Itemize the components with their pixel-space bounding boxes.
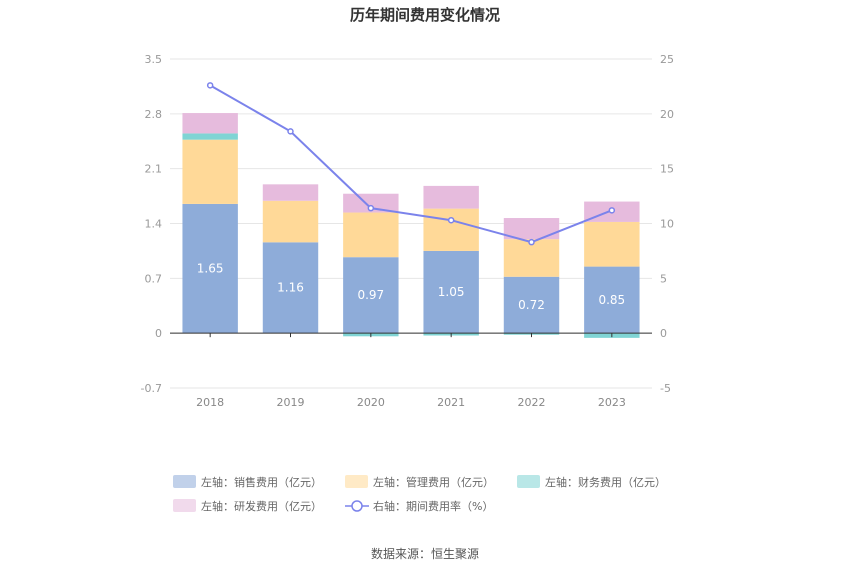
x-axis: 2018 2019 2020 2021 2022 2023 <box>170 332 652 409</box>
bar-value-label: 1.65 <box>197 262 224 276</box>
left-axis: 3.5 2.8 2.1 1.4 0.7 0 -0.7 <box>141 53 162 395</box>
bar-finance-2018 <box>182 133 238 140</box>
left-tick-label: 1.4 <box>145 218 163 231</box>
bar-admin-2018 <box>182 139 238 204</box>
right-tick-label: 5 <box>660 272 667 285</box>
bar-value-label: 0.72 <box>518 298 545 312</box>
bar-sales-2023 <box>584 266 640 334</box>
x-tick-label: 2018 <box>196 396 224 409</box>
legend-label: 右轴：期间费用率（%） <box>373 499 493 513</box>
source-note: 数据来源：恒生聚源 <box>371 546 479 561</box>
rate-point <box>367 204 375 212</box>
bar-admin-2019 <box>262 200 319 243</box>
rate-point <box>447 216 455 224</box>
bar-rnd-2020 <box>343 193 399 213</box>
rate-point <box>287 128 294 135</box>
x-tick-label: 2021 <box>437 396 465 409</box>
bar-value-label: 0.85 <box>598 293 625 307</box>
bar-admin-2021 <box>423 208 479 251</box>
legend: 左轴：销售费用（亿元） 左轴：管理费用（亿元） 左轴：财务费用（亿元） 左轴：研发费用… <box>173 475 666 513</box>
bar-rnd-2019 <box>262 184 319 201</box>
legend-label: 左轴：财务费用（亿元） <box>545 475 666 489</box>
rate-point <box>528 238 535 246</box>
bar-value-label: 0.97 <box>357 288 384 302</box>
rate-point <box>206 82 214 89</box>
right-tick-label: -5 <box>660 382 671 395</box>
bar-sales-2022 <box>503 276 560 334</box>
rate-point <box>608 207 616 214</box>
x-tick-label: 2022 <box>518 396 546 409</box>
rate-line <box>209 84 613 244</box>
bar-sales-2020 <box>343 257 399 334</box>
legend-label: 左轴：研发费用（亿元） <box>201 499 322 513</box>
right-tick-label: 0 <box>660 327 667 340</box>
right-tick-label: 15 <box>660 163 674 176</box>
x-tick-label: 2020 <box>357 396 385 409</box>
bar-value-label: 1.05 <box>438 285 465 299</box>
left-tick-label: 0.7 <box>145 272 163 285</box>
bar-rnd-2021 <box>423 185 479 209</box>
legend-swatch <box>173 499 196 512</box>
chart-title: 历年期间费用变化情况 <box>350 6 500 24</box>
right-tick-label: 25 <box>660 53 674 66</box>
legend-swatch <box>517 475 540 488</box>
legend-marker <box>351 500 363 512</box>
right-axis: 25 20 15 10 5 0 -5 <box>660 53 674 395</box>
legend-swatch <box>173 475 196 488</box>
bar-value-label: 1.16 <box>277 281 304 295</box>
right-tick-label: 20 <box>660 108 674 121</box>
bar-rnd-2022 <box>503 218 560 240</box>
bar-rnd-2018 <box>182 113 238 134</box>
legend-swatch <box>345 475 368 488</box>
bars-group: 1.65 1.16 0.97 1.05 0.72 0.85 <box>182 113 640 338</box>
bar-admin-2020 <box>343 212 399 258</box>
left-tick-label: -0.7 <box>141 382 162 395</box>
bar-sales-2019 <box>262 242 319 334</box>
legend-label: 左轴：销售费用（亿元） <box>201 475 322 489</box>
right-tick-label: 10 <box>660 218 674 231</box>
left-tick-label: 2.8 <box>145 108 163 121</box>
x-tick-label: 2019 <box>277 396 305 409</box>
x-tick-label: 2023 <box>598 396 626 409</box>
bar-sales-2018 <box>182 203 238 334</box>
left-tick-label: 2.1 <box>145 163 163 176</box>
left-tick-label: 0 <box>155 327 162 340</box>
bar-admin-2023 <box>584 221 640 267</box>
legend-label: 左轴：管理费用（亿元） <box>373 475 494 489</box>
bar-admin-2022 <box>503 239 560 277</box>
rate-line-group <box>206 82 616 246</box>
bar-sales-2021 <box>423 250 479 334</box>
left-tick-label: 3.5 <box>145 53 163 66</box>
